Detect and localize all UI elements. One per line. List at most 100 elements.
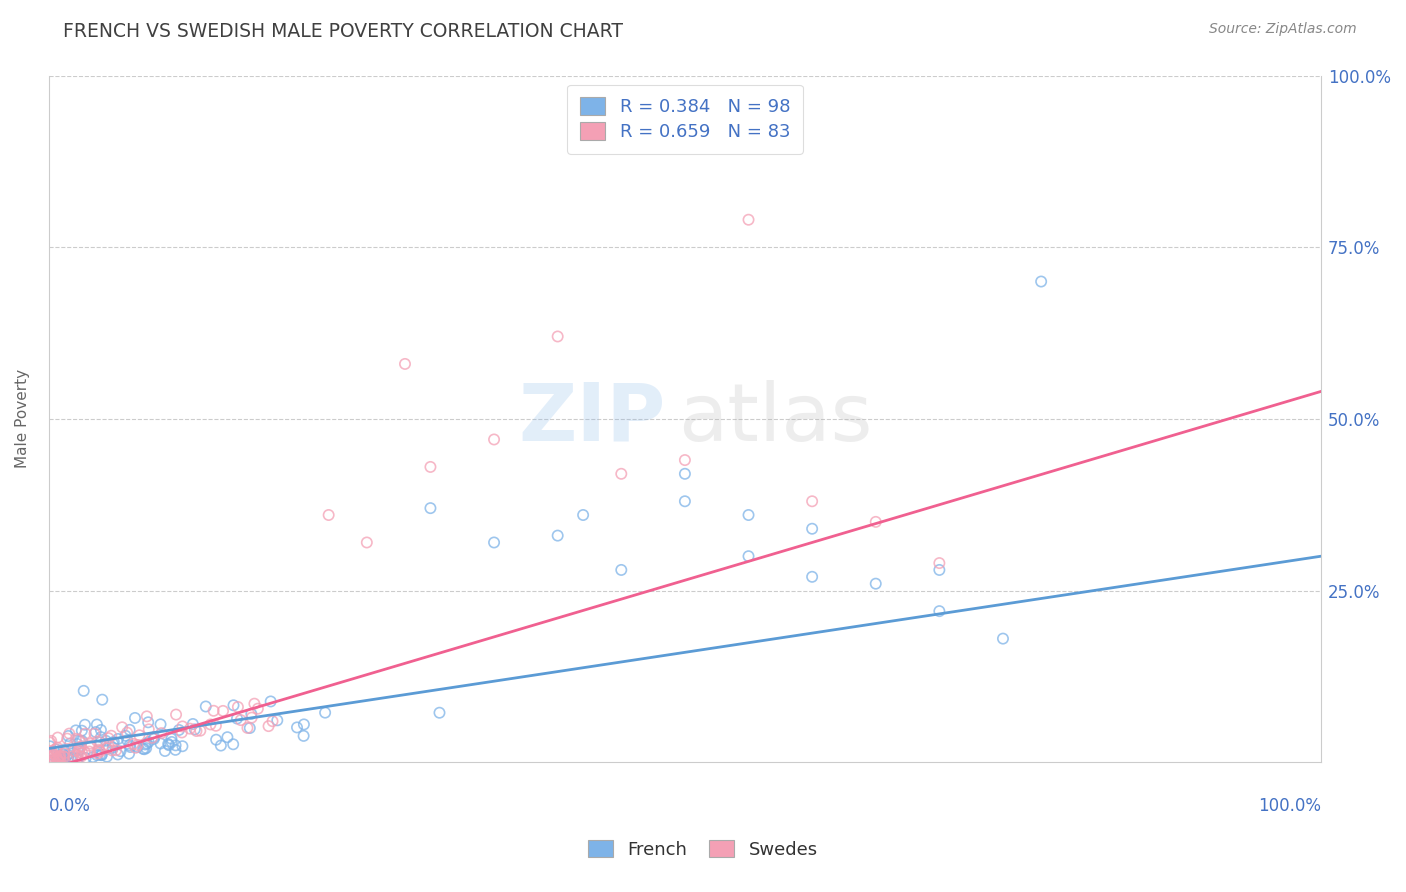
Point bbox=[70, 746, 93, 760]
Point bbox=[48, 749, 70, 764]
Point bbox=[127, 739, 149, 754]
Point bbox=[42, 754, 65, 768]
Point bbox=[141, 731, 163, 745]
Point bbox=[181, 717, 204, 731]
Point bbox=[240, 711, 263, 725]
Point bbox=[100, 729, 122, 743]
Point bbox=[39, 751, 62, 765]
Point bbox=[52, 747, 75, 761]
Point bbox=[46, 752, 69, 766]
Point bbox=[46, 754, 69, 768]
Point bbox=[209, 739, 232, 753]
Point bbox=[66, 737, 89, 751]
Point bbox=[97, 739, 120, 753]
Point bbox=[172, 739, 194, 754]
Point bbox=[79, 739, 101, 753]
Point bbox=[547, 329, 569, 343]
Point bbox=[67, 745, 90, 759]
Text: atlas: atlas bbox=[679, 380, 873, 458]
Point bbox=[202, 704, 225, 718]
Point bbox=[292, 729, 315, 743]
Point bbox=[865, 515, 887, 529]
Point bbox=[292, 717, 315, 731]
Point bbox=[928, 556, 950, 570]
Point bbox=[86, 747, 108, 761]
Point bbox=[53, 753, 76, 767]
Point bbox=[101, 737, 124, 751]
Point bbox=[73, 745, 96, 759]
Point bbox=[96, 741, 118, 756]
Point bbox=[165, 743, 187, 757]
Point bbox=[356, 535, 378, 549]
Text: FRENCH VS SWEDISH MALE POVERTY CORRELATION CHART: FRENCH VS SWEDISH MALE POVERTY CORRELATI… bbox=[63, 22, 623, 41]
Point bbox=[107, 731, 129, 746]
Point bbox=[45, 742, 67, 756]
Point bbox=[67, 732, 90, 747]
Point bbox=[429, 706, 451, 720]
Point bbox=[165, 739, 187, 753]
Text: Source: ZipAtlas.com: Source: ZipAtlas.com bbox=[1209, 22, 1357, 37]
Point bbox=[127, 738, 149, 752]
Point bbox=[157, 737, 180, 751]
Point bbox=[67, 743, 90, 757]
Point bbox=[42, 747, 65, 762]
Point bbox=[149, 737, 172, 751]
Point bbox=[257, 719, 280, 733]
Point bbox=[134, 742, 156, 756]
Point bbox=[73, 717, 96, 731]
Point bbox=[49, 752, 72, 766]
Point bbox=[128, 728, 150, 742]
Point bbox=[52, 742, 75, 756]
Point bbox=[217, 730, 239, 744]
Point bbox=[48, 748, 70, 763]
Point bbox=[90, 730, 112, 744]
Text: 0.0%: 0.0% bbox=[49, 797, 90, 814]
Point bbox=[39, 749, 62, 764]
Point bbox=[226, 700, 249, 714]
Point bbox=[86, 748, 108, 763]
Point bbox=[394, 357, 416, 371]
Point bbox=[70, 723, 93, 738]
Point bbox=[52, 749, 75, 764]
Point bbox=[41, 748, 63, 763]
Point bbox=[226, 712, 249, 726]
Point bbox=[118, 747, 141, 761]
Point bbox=[66, 748, 89, 763]
Point bbox=[547, 528, 569, 542]
Point bbox=[928, 563, 950, 577]
Point bbox=[186, 724, 208, 739]
Point bbox=[46, 751, 69, 765]
Point bbox=[70, 734, 93, 748]
Point bbox=[107, 747, 129, 762]
Point bbox=[60, 751, 83, 765]
Point bbox=[84, 725, 107, 739]
Point bbox=[160, 735, 183, 749]
Point bbox=[66, 741, 89, 756]
Point bbox=[737, 212, 759, 227]
Point bbox=[122, 737, 145, 751]
Point bbox=[70, 739, 93, 754]
Point bbox=[138, 723, 160, 737]
Point bbox=[673, 453, 696, 467]
Point bbox=[170, 725, 193, 739]
Point bbox=[87, 743, 110, 757]
Point bbox=[101, 743, 124, 757]
Text: ZIP: ZIP bbox=[519, 380, 666, 458]
Point bbox=[229, 713, 252, 727]
Point bbox=[114, 729, 136, 743]
Point bbox=[101, 740, 124, 755]
Point bbox=[103, 735, 125, 749]
Point bbox=[45, 749, 67, 764]
Point bbox=[205, 732, 228, 747]
Point bbox=[1031, 275, 1053, 289]
Point bbox=[610, 467, 633, 481]
Point bbox=[45, 751, 67, 765]
Point bbox=[482, 433, 505, 447]
Point bbox=[572, 508, 595, 522]
Point bbox=[172, 719, 194, 733]
Point bbox=[86, 717, 108, 731]
Point bbox=[205, 719, 228, 733]
Point bbox=[138, 735, 160, 749]
Point bbox=[89, 735, 111, 749]
Point bbox=[801, 494, 824, 508]
